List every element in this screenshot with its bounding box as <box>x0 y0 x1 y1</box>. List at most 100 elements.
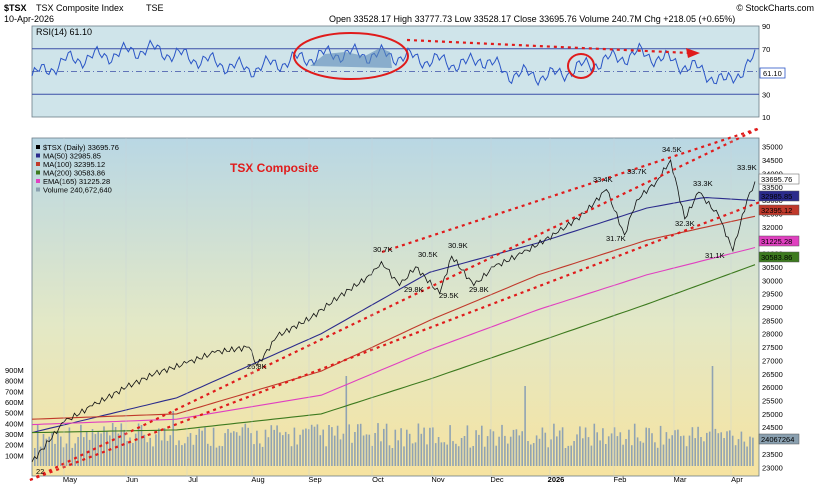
ma200-line <box>31 264 756 434</box>
volume-bar <box>489 429 492 466</box>
volume-bar <box>700 437 702 466</box>
peak-label: 30.7K <box>373 245 393 254</box>
ma100-line <box>31 215 756 420</box>
price-line <box>31 158 756 463</box>
peak-label: 30.5K <box>418 250 438 259</box>
volume-bar <box>642 442 645 466</box>
volume-bar <box>723 438 725 466</box>
volume-bar <box>88 439 91 466</box>
volume-bar <box>662 444 665 466</box>
volume-bar <box>481 425 483 466</box>
volume-bar <box>703 441 705 466</box>
rsi-tick-label: 10 <box>762 113 770 122</box>
legend-entry: $TSX (Daily) 33695.76 <box>43 143 119 152</box>
volume-bar <box>527 441 529 466</box>
volume-bar <box>305 428 307 466</box>
rsi-highlight-circle <box>293 32 409 80</box>
volume-bar <box>443 442 446 466</box>
volume-bar <box>463 436 466 466</box>
volume-bar <box>45 438 48 466</box>
volume-bar <box>429 427 431 466</box>
volume-bar <box>440 442 443 466</box>
volume-bar <box>400 428 402 466</box>
price-tick-label: 29000 <box>762 303 783 312</box>
price-tick-label: 25500 <box>762 397 783 406</box>
volume-bar <box>74 443 76 466</box>
x-tick-label: Jul <box>188 475 198 484</box>
volume-bar <box>512 429 515 466</box>
volume-tick-label: 400M <box>5 419 24 428</box>
x-axis-labels: May Jun Jul Aug Sep Oct Nov Dec 2026 Feb Mar Apr <box>63 138 743 484</box>
lower-trendline <box>29 127 761 481</box>
symbol: $TSX <box>4 3 27 13</box>
volume-bar <box>648 428 650 466</box>
volume-bar <box>103 426 105 466</box>
legend-entry: MA(200) 30583.86 <box>43 169 105 178</box>
volume-bar <box>204 427 206 466</box>
peak-label: 34.5K <box>662 145 682 154</box>
volume-bar <box>397 440 399 466</box>
volume-bar <box>155 434 157 466</box>
price-tick-label: 23500 <box>762 450 783 459</box>
volume-bar <box>530 444 532 466</box>
volume-tick-label: 700M <box>5 387 24 396</box>
volume-bar <box>483 446 486 466</box>
rsi-label: RSI(14) 61.10 <box>36 27 92 37</box>
volume-bar <box>633 423 636 466</box>
volume-bar <box>446 444 448 466</box>
volume-bar <box>544 432 547 466</box>
volume-bar <box>60 436 62 466</box>
volume-bar <box>752 437 754 466</box>
volume-bar <box>54 443 56 466</box>
volume-bar <box>685 446 688 466</box>
rsi-divergence-line <box>406 38 691 55</box>
volume-bar <box>737 439 740 466</box>
legend-swatch <box>36 153 40 158</box>
volume-bar <box>478 434 480 466</box>
price-tick-label: 24500 <box>762 423 783 432</box>
price-tick-label: 34500 <box>762 156 783 165</box>
volume-bar <box>380 441 382 466</box>
volume-bar <box>460 438 463 466</box>
price-tick-label: 30000 <box>762 276 783 285</box>
volume-bar <box>587 437 590 466</box>
x-tick-label: Aug <box>251 475 264 484</box>
price-tick-label: 35000 <box>762 143 783 152</box>
rsi-value-text: 61.10 <box>763 69 782 78</box>
volume-bar <box>77 437 79 466</box>
volume-bar <box>57 431 59 466</box>
volume-bar <box>691 427 694 466</box>
value-box <box>758 173 800 185</box>
value-box-text: 31225.28 <box>761 237 792 246</box>
volume-bar <box>558 430 561 466</box>
rsi-tick-label: 90 <box>762 22 770 31</box>
volume-bar <box>365 434 368 466</box>
volume-bar <box>668 438 671 466</box>
rsi-divergence-arrow <box>686 48 700 58</box>
volume-bar <box>535 435 538 466</box>
volume-bar <box>567 445 570 466</box>
legend-entry: MA(50) 32985.85 <box>43 152 101 161</box>
volume-bar <box>166 440 169 466</box>
volume-bar <box>492 431 495 466</box>
legend-swatch <box>36 145 40 149</box>
volume-bar <box>120 423 123 466</box>
volume-bar <box>654 442 656 466</box>
upper-trendline <box>381 126 761 254</box>
volume-bar <box>172 411 174 466</box>
volume-bar <box>682 435 685 466</box>
volume-bar <box>426 444 428 466</box>
volume-tick-label: 900M <box>5 366 24 375</box>
volume-bar <box>126 440 128 466</box>
volume-bar <box>85 431 88 466</box>
bottom-left-label: 22 <box>36 467 44 476</box>
volume-bar <box>328 425 330 466</box>
value-box-text: 33695.76 <box>761 175 792 184</box>
volume-bar <box>146 442 149 466</box>
volume-bar <box>39 446 42 466</box>
x-tick-label: 2026 <box>548 475 565 484</box>
volume-bar <box>414 442 417 466</box>
peak-label: 33.9K <box>737 163 757 172</box>
volume-bar <box>62 447 65 466</box>
